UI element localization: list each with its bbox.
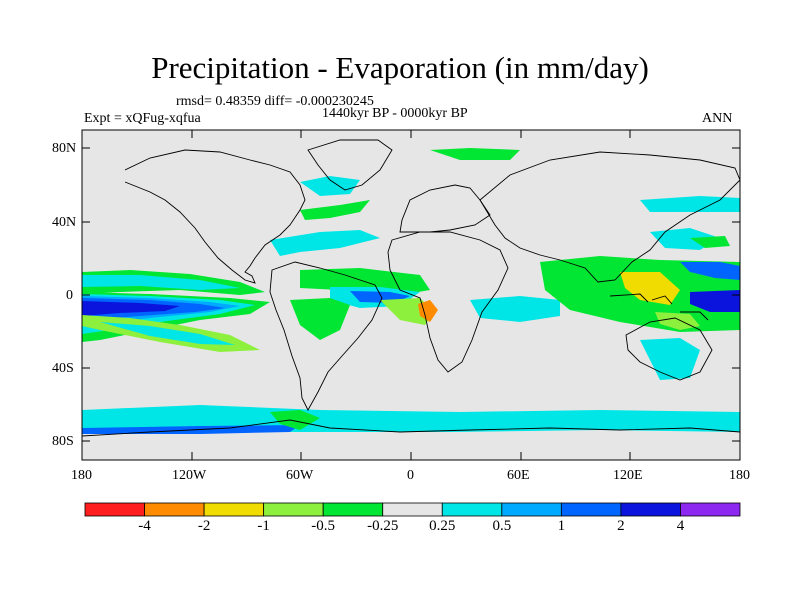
x-tick-120e: 120E <box>613 468 643 483</box>
atlantic-north-green <box>300 200 370 220</box>
south-pacific-cyan <box>100 322 235 345</box>
colorbar-swatch <box>441 502 503 517</box>
colorbar-swatch <box>263 502 324 517</box>
coastlines <box>82 139 740 437</box>
colorbar-swatch <box>322 502 384 517</box>
arctic-green <box>430 148 520 160</box>
y-tick-40s: 40S <box>52 361 74 376</box>
stats-line: rmsd= 0.48359 diff= -0.000230245 <box>176 94 374 109</box>
colorbar-label: 2 <box>617 518 625 534</box>
colorbar-swatch <box>560 502 622 517</box>
colorbar-swatch <box>144 502 205 517</box>
map-title: Precipitation - Evaporation (in mm/day) <box>151 50 649 85</box>
maritime-islands <box>609 293 709 321</box>
atlantic-north-cyan <box>270 230 380 256</box>
y-tick-eq: 0 <box>66 288 73 303</box>
x-tick-180e: 180 <box>729 468 750 483</box>
season-label: ANN <box>702 111 733 126</box>
y-tick-40n: 40N <box>52 215 77 230</box>
amazon-wet <box>290 298 350 340</box>
asia-coast <box>479 151 740 283</box>
colorbar-label: 0.25 <box>429 518 456 534</box>
period-label: 1440kyr BP - 0000kyr BP <box>322 106 468 121</box>
europe-coast <box>399 184 491 233</box>
colorbar <box>84 502 741 517</box>
x-tick-60e: 60E <box>507 468 530 483</box>
y-tick-80n: 80N <box>52 141 77 156</box>
colorbar-label: 4 <box>676 518 685 534</box>
experiment-label: Expt = xQFug-xqfua <box>84 111 201 126</box>
pacific-dry-core <box>82 301 180 316</box>
indian-ocean-cyan <box>470 296 560 322</box>
colorbar-swatch <box>501 502 562 517</box>
x-tick-0: 0 <box>407 468 414 483</box>
southern-ocean-cyan <box>82 405 740 432</box>
colorbar-label: -2 <box>197 518 211 534</box>
colorbar-swatch <box>382 502 443 517</box>
colorbar-swatch <box>680 502 741 517</box>
colorbar-label: -1 <box>257 518 270 534</box>
warm-pool-yellow <box>620 272 680 305</box>
colorbar-label: 1 <box>557 518 566 534</box>
australia-green <box>655 312 700 330</box>
colorbar-swatch <box>203 502 265 517</box>
africa-orange <box>418 300 438 322</box>
colorbar-label: -0.25 <box>367 518 399 534</box>
x-tick-120w: 120W <box>172 468 207 483</box>
warm-pool-deep <box>690 290 740 312</box>
colorbar-label: -4 <box>138 518 151 534</box>
greenland-coast <box>307 139 393 191</box>
north-america-coast <box>124 149 306 284</box>
itcz-cyan-band <box>82 275 240 290</box>
antarctica-coast <box>82 419 740 437</box>
australia-coast <box>625 317 713 381</box>
x-axis-ticks <box>81 130 741 460</box>
x-tick-180w: 180 <box>71 468 92 483</box>
warm-pool-blue <box>680 262 740 280</box>
south-america-coast <box>269 261 383 411</box>
y-tick-80s: 80S <box>52 434 74 449</box>
west-pacific-green <box>690 236 730 248</box>
southern-ocean-green <box>270 410 320 430</box>
colorbar-swatch <box>84 502 145 517</box>
colorbar-label: 0.5 <box>492 518 512 534</box>
africa-coast <box>387 231 509 373</box>
colorbar-label: -0.5 <box>311 518 336 534</box>
x-tick-60w: 60W <box>286 468 314 483</box>
y-axis-ticks <box>82 147 740 442</box>
pacific-north-cyan <box>640 196 740 212</box>
colorbar-swatch <box>620 502 681 517</box>
greenland-cyan <box>300 176 360 196</box>
